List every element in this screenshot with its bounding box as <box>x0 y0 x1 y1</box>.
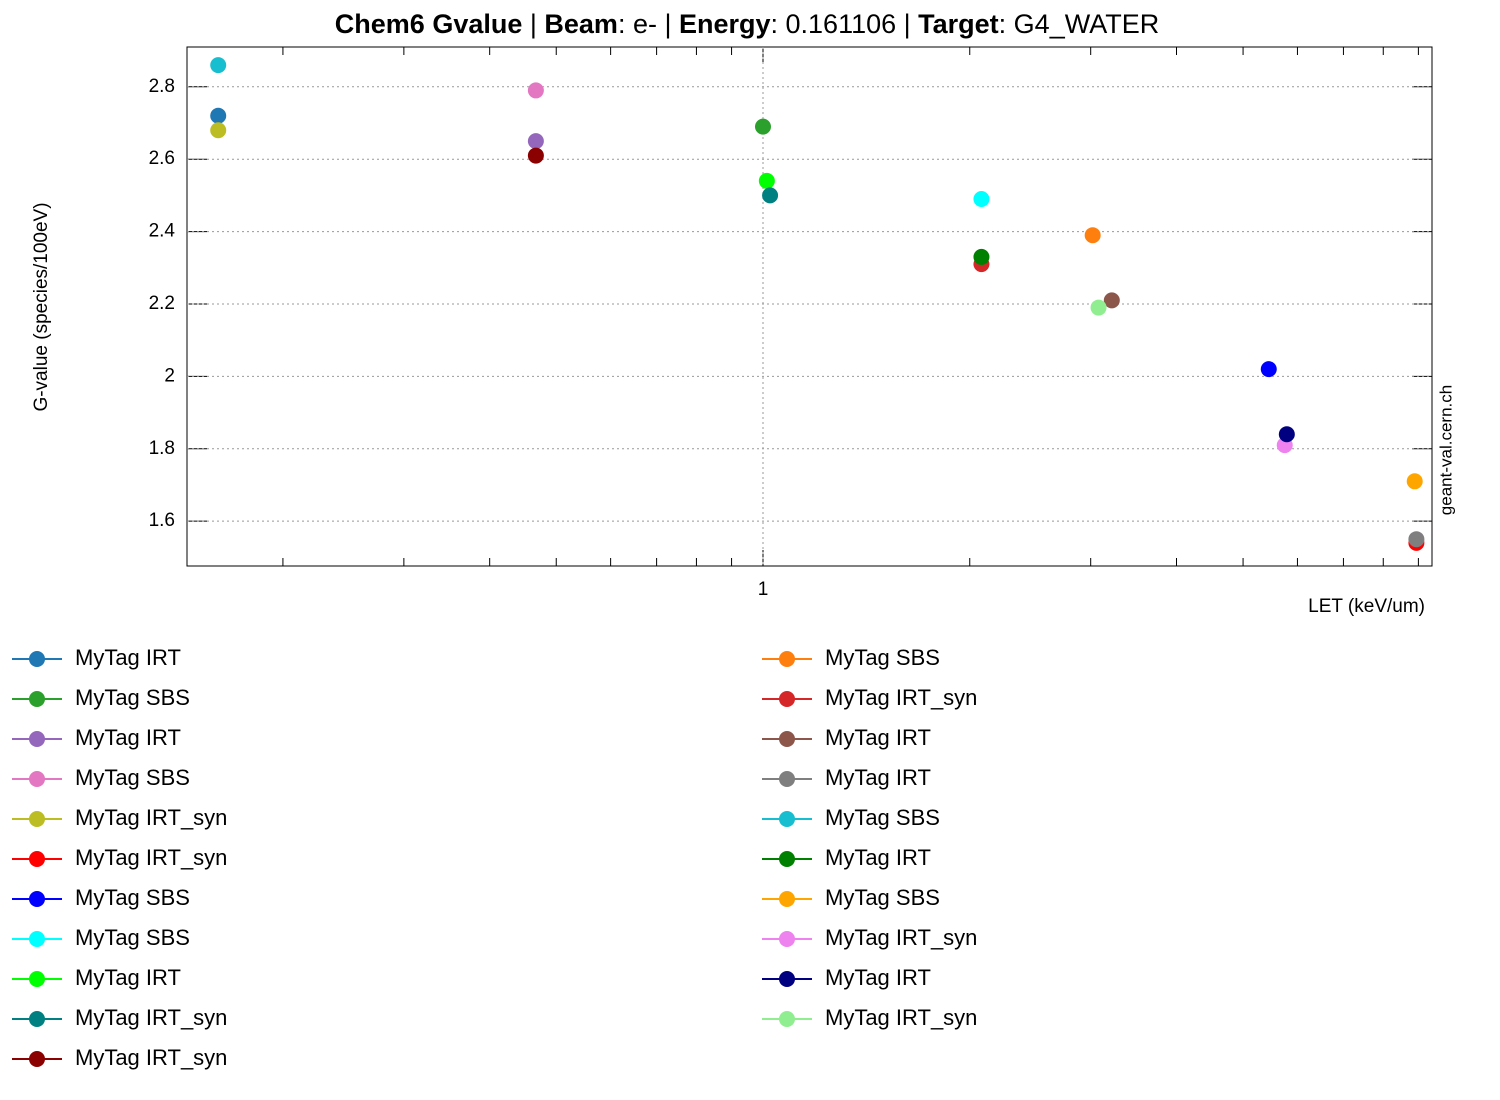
legend-label: MyTag IRT_syn <box>75 845 227 870</box>
legend-label: MyTag SBS <box>75 885 190 910</box>
point <box>762 187 779 204</box>
x-axis-label: LET (keV/um) <box>1308 596 1425 617</box>
legend-marker <box>29 731 45 747</box>
legend-marker <box>29 1051 45 1067</box>
legend-marker <box>779 811 795 827</box>
point <box>1278 426 1295 443</box>
y-tick-label: 1.8 <box>149 438 175 459</box>
point <box>1090 299 1107 316</box>
x-tick-label: 1 <box>758 579 769 600</box>
legend-marker <box>779 731 795 747</box>
y-tick-label: 2 <box>164 365 175 386</box>
legend-marker <box>779 771 795 787</box>
title-part: Chem6 Gvalue <box>335 9 523 39</box>
legend-label: MyTag IRT_syn <box>75 1005 227 1030</box>
point <box>973 248 990 265</box>
title-part: Energy <box>679 9 771 39</box>
point <box>527 133 544 150</box>
legend-label: MyTag IRT_syn <box>825 1005 977 1030</box>
point <box>527 82 544 99</box>
legend-label: MyTag IRT <box>75 725 181 750</box>
legend-marker <box>779 931 795 947</box>
legend-label: MyTag IRT <box>825 965 931 990</box>
point <box>1408 531 1425 548</box>
point <box>1406 473 1423 490</box>
legend-marker <box>29 771 45 787</box>
legend-label: MyTag SBS <box>75 925 190 950</box>
title-part: | <box>522 9 544 39</box>
point <box>1260 361 1277 378</box>
legend-label: MyTag IRT <box>825 725 931 750</box>
legend-marker <box>779 691 795 707</box>
y-tick-label: 1.6 <box>149 510 175 531</box>
legend-label: MyTag SBS <box>825 645 940 670</box>
y-tick-label: 2.8 <box>149 76 175 97</box>
legend-marker <box>29 931 45 947</box>
legend-label: MyTag SBS <box>825 885 940 910</box>
legend-marker <box>779 891 795 907</box>
legend-label: MyTag IRT_syn <box>825 685 977 710</box>
plot-frame <box>186 46 1433 567</box>
title-part: : 0.161106 | <box>771 9 919 39</box>
chart-title: Chem6 Gvalue | Beam: e- | Energy: 0.1611… <box>335 9 1159 39</box>
legend-marker <box>29 651 45 667</box>
legend-label: MyTag IRT_syn <box>75 805 227 830</box>
point <box>1084 227 1101 244</box>
y-tick-label: 2.2 <box>149 293 175 314</box>
y-tick-label: 2.6 <box>149 148 175 169</box>
y-axis-label: G-value (species/100eV) <box>31 202 52 411</box>
title-part: Target <box>918 9 999 39</box>
legend-label: MyTag IRT <box>825 845 931 870</box>
legend-marker <box>29 1011 45 1027</box>
point <box>754 118 771 135</box>
point <box>973 191 990 208</box>
legend-marker <box>779 971 795 987</box>
legend-label: MyTag IRT_syn <box>75 1045 227 1070</box>
y-tick-label: 2.4 <box>149 221 176 242</box>
title-part: : e- | <box>618 9 679 39</box>
legend-marker <box>779 1011 795 1027</box>
legend-label: MyTag SBS <box>825 805 940 830</box>
legend-marker <box>779 651 795 667</box>
legend-label: MyTag IRT <box>75 965 181 990</box>
legend-label: MyTag IRT <box>825 765 931 790</box>
point <box>527 147 544 164</box>
point <box>210 122 227 139</box>
legend-marker <box>29 851 45 867</box>
title-part: Beam <box>544 9 618 39</box>
legend-label: MyTag IRT <box>75 645 181 670</box>
legend-label: MyTag IRT_syn <box>825 925 977 950</box>
legend-marker <box>29 691 45 707</box>
legend-marker <box>29 811 45 827</box>
legend-marker <box>29 971 45 987</box>
point <box>210 57 227 74</box>
legend-marker <box>29 891 45 907</box>
legend-label: MyTag SBS <box>75 765 190 790</box>
title-part: : G4_WATER <box>999 9 1160 39</box>
point <box>758 172 775 189</box>
point <box>210 107 227 124</box>
legend-marker <box>779 851 795 867</box>
watermark: geant-val.cern.ch <box>1436 385 1455 515</box>
point <box>1103 292 1120 309</box>
legend-label: MyTag SBS <box>75 685 190 710</box>
